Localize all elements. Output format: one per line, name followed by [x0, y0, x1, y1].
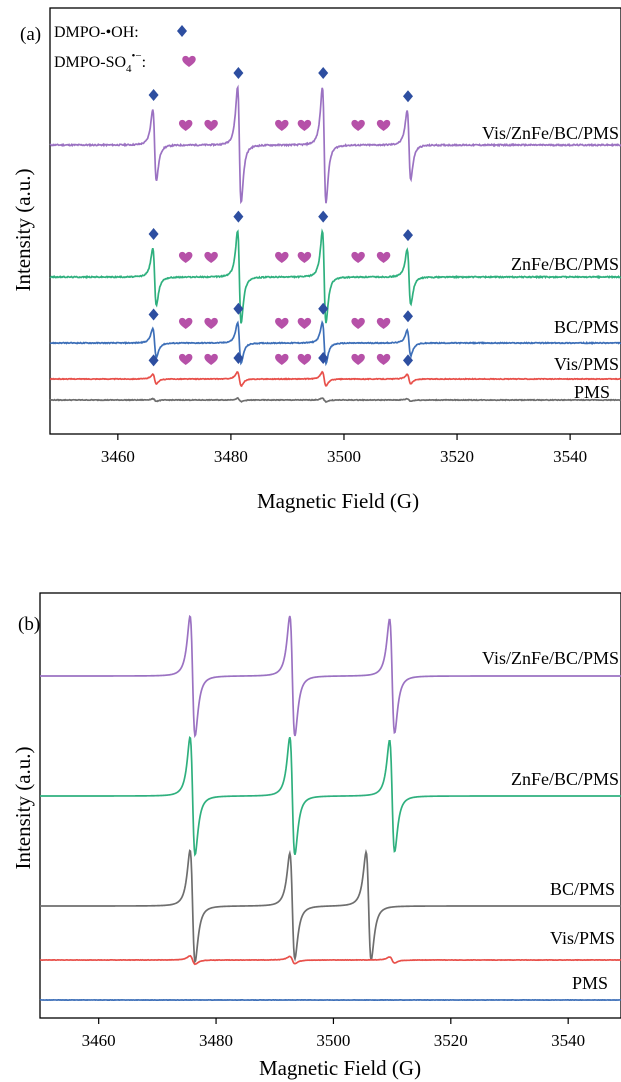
so4-heart-icon: [351, 354, 365, 365]
panel-b-label: (b): [18, 614, 40, 635]
so4-heart-icon: [275, 354, 289, 365]
oh-diamond-icon: [318, 211, 328, 223]
panel-a-x-axis-label: Magnetic Field (G): [257, 489, 419, 513]
x-tick-label-3500: 3500: [316, 1031, 350, 1050]
series-label-a-znfe-bc-pms: ZnFe/BC/PMS: [511, 254, 619, 274]
legend-diamond-icon: [177, 25, 187, 37]
so4-heart-icon: [351, 318, 365, 329]
oh-diamond-icon: [149, 309, 159, 321]
oh-diamond-icon: [318, 67, 328, 79]
b-trace-vis-znfe-bc-pms: [40, 616, 621, 736]
series-label-b-vis-znfe-bc-pms: Vis/ZnFe/BC/PMS: [482, 648, 619, 668]
panel-a: (a) DMPO-•OH: DMPO-SO4•−: 3460 3480 3500 35…: [11, 8, 621, 513]
series-label-b-bc-pms: BC/PMS: [550, 879, 615, 899]
so4-heart-icon: [275, 252, 289, 263]
series-label-a-pms: PMS: [574, 382, 610, 402]
panel-b-y-axis-label: Intensity (a.u.): [11, 746, 35, 869]
so4-heart-icon: [275, 120, 289, 131]
series-label-b-pms: PMS: [572, 973, 608, 993]
legend-so4-sub: 4: [126, 63, 132, 75]
x-tick-label-3460: 3460: [82, 1031, 116, 1050]
panel-b-x-axis-label: Magnetic Field (G): [259, 1056, 421, 1080]
so4-heart-icon: [179, 120, 193, 131]
legend-so4-colon: :: [142, 54, 146, 71]
oh-diamond-icon: [149, 89, 159, 101]
series-label-a-bc-pms: BC/PMS: [554, 317, 619, 337]
panel-b-x-ticks: 3460 3480 3500 3520 3540: [82, 1018, 585, 1050]
so4-heart-icon: [204, 354, 218, 365]
so4-heart-icon: [298, 252, 312, 263]
so4-heart-icon: [298, 120, 312, 131]
so4-heart-icon: [275, 318, 289, 329]
series-label-a-vis-pms: Vis/PMS: [554, 354, 619, 374]
series-label-b-znfe-bc-pms: ZnFe/BC/PMS: [511, 769, 619, 789]
so4-heart-icon: [377, 120, 391, 131]
legend-so4-label: DMPO-SO4•−:: [54, 50, 146, 75]
x-tick-label-3520: 3520: [434, 1031, 468, 1050]
oh-diamond-icon: [233, 211, 243, 223]
so4-heart-icon: [377, 252, 391, 263]
b-trace-vis-pms: [40, 956, 621, 964]
legend-so4-sup: •−: [132, 50, 142, 62]
x-tick-label-3480: 3480: [199, 1031, 233, 1050]
so4-heart-icon: [351, 120, 365, 131]
a-trace-znfe-bc-pms: [50, 231, 621, 323]
b-trace-bc-pms: [40, 851, 621, 962]
x-tick-label-3460: 3460: [101, 447, 135, 466]
a-trace-vis-pms: [50, 372, 621, 386]
x-tick-label-3500: 3500: [327, 447, 361, 466]
so4-heart-icon: [351, 252, 365, 263]
oh-diamond-icon: [403, 310, 413, 322]
panel-b: (b) 3460 3480 3500 3520 3540 Magnetic Field …: [11, 593, 621, 1080]
a-trace-pms: [50, 398, 621, 402]
oh-diamond-icon: [149, 228, 159, 240]
so4-heart-icon: [179, 318, 193, 329]
so4-heart-icon: [377, 318, 391, 329]
panel-a-y-axis-label: Intensity (a.u.): [11, 168, 35, 291]
panel-a-plot-frame: [50, 8, 621, 434]
oh-diamond-icon: [233, 67, 243, 79]
panel-b-series-labels: Vis/ZnFe/BC/PMS ZnFe/BC/PMS BC/PMS Vis/P…: [482, 648, 619, 993]
so4-heart-icon: [204, 252, 218, 263]
a-trace-vis-znfe-bc-pms: [50, 88, 621, 204]
legend-so4-main: DMPO-SO: [54, 54, 126, 71]
so4-heart-icon: [204, 120, 218, 131]
panel-a-markers: [149, 67, 413, 366]
so4-heart-icon: [204, 318, 218, 329]
so4-heart-icon: [298, 318, 312, 329]
x-tick-label-3480: 3480: [214, 447, 248, 466]
series-label-b-vis-pms: Vis/PMS: [550, 928, 615, 948]
panel-b-traces: [40, 616, 621, 1000]
x-tick-label-3540: 3540: [551, 1031, 585, 1050]
legend-oh-label: DMPO-•OH:: [54, 24, 139, 41]
so4-heart-icon: [179, 354, 193, 365]
oh-diamond-icon: [403, 229, 413, 241]
so4-heart-icon: [377, 354, 391, 365]
panel-a-x-ticks: 3460 3480 3500 3520 3540: [101, 434, 587, 466]
x-tick-label-3520: 3520: [440, 447, 474, 466]
so4-heart-icon: [298, 354, 312, 365]
oh-diamond-icon: [403, 90, 413, 102]
panel-a-label: (a): [20, 24, 41, 45]
x-tick-label-3540: 3540: [553, 447, 587, 466]
legend-heart-icon: [182, 56, 196, 67]
so4-heart-icon: [179, 252, 193, 263]
series-label-a-vis-znfe-bc-pms: Vis/ZnFe/BC/PMS: [482, 123, 619, 143]
panel-a-legend: DMPO-•OH: DMPO-SO4•−:: [54, 24, 196, 75]
b-trace-znfe-bc-pms: [40, 737, 621, 855]
a-trace-bc-pms: [50, 322, 621, 363]
panel-a-series-labels: Vis/ZnFe/BC/PMS ZnFe/BC/PMS BC/PMS Vis/P…: [482, 123, 619, 402]
